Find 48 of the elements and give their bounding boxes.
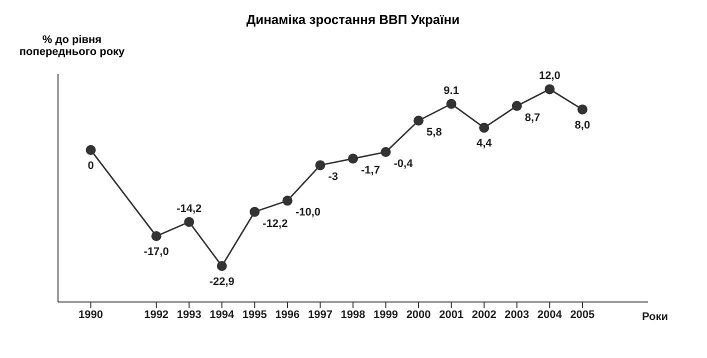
data-label: -0,4 bbox=[394, 158, 414, 170]
x-tick-label: 1999 bbox=[374, 308, 398, 321]
x-tick-label: 1993 bbox=[176, 308, 202, 321]
point bbox=[315, 160, 326, 170]
point bbox=[414, 116, 424, 126]
point bbox=[348, 154, 358, 164]
x-tick-label: 1998 bbox=[340, 308, 366, 321]
x-tick-label: 1995 bbox=[242, 308, 267, 321]
data-label: -17,0 bbox=[144, 246, 169, 258]
data-label: 9.1 bbox=[444, 84, 459, 97]
x-tick-label: 1996 bbox=[275, 308, 300, 321]
x-tick-label: 2003 bbox=[504, 308, 530, 321]
data-label: 8,0 bbox=[574, 119, 590, 132]
x-axis-title: Роки bbox=[642, 311, 668, 323]
data-label: -12,2 bbox=[262, 218, 288, 230]
x-tick-label: 2000 bbox=[406, 308, 431, 321]
x-tick-label: 1997 bbox=[308, 308, 332, 321]
point bbox=[512, 100, 522, 111]
point bbox=[544, 84, 555, 94]
x-tick-label: 2001 bbox=[439, 308, 464, 321]
point bbox=[184, 216, 194, 227]
chart-title: Динаміка зростання ВВП України bbox=[245, 12, 461, 27]
point bbox=[250, 206, 260, 217]
data-label: 8,7 bbox=[524, 112, 540, 124]
point bbox=[380, 147, 391, 158]
point bbox=[86, 145, 96, 155]
data-label: 5,8 bbox=[426, 126, 442, 139]
point bbox=[151, 231, 162, 242]
point bbox=[577, 104, 588, 114]
x-tick-label: 2004 bbox=[537, 308, 563, 321]
data-label: -22,9 bbox=[209, 276, 234, 288]
x-tick-label: 2002 bbox=[472, 308, 496, 321]
point bbox=[479, 122, 490, 133]
x-tick-label: 2005 bbox=[570, 308, 595, 321]
point bbox=[282, 196, 292, 206]
y-axis-title: % до рівня попереднього року bbox=[18, 34, 126, 58]
data-label: -10,0 bbox=[295, 206, 321, 219]
point bbox=[216, 261, 227, 272]
data-label: 0 bbox=[88, 160, 94, 172]
data-label: -3 bbox=[328, 171, 338, 184]
data-label: 4,4 bbox=[476, 138, 493, 150]
x-tick-label: 1990 bbox=[78, 308, 104, 321]
point bbox=[446, 98, 456, 109]
data-label: -1,7 bbox=[361, 164, 380, 177]
x-tick-label: 1992 bbox=[144, 308, 169, 321]
data-label: -14,2 bbox=[176, 202, 202, 215]
data-label: 12,0 bbox=[538, 70, 560, 82]
x-tick-label: 1994 bbox=[210, 308, 235, 321]
